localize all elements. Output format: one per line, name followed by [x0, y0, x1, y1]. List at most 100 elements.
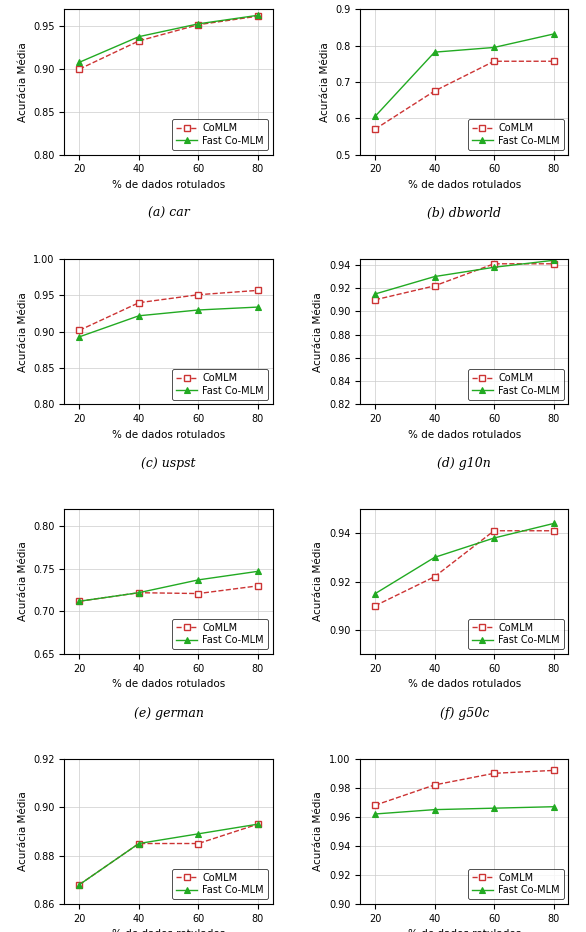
- Line: CoMLM: CoMLM: [76, 13, 261, 73]
- CoMLM: [550, 525, 557, 536]
- X-axis label: % de dados rotulados: % de dados rotulados: [408, 430, 521, 440]
- CoMLM: [195, 289, 202, 300]
- Fast Co-MLM: [195, 305, 202, 316]
- Text: (b) dbworld: (b) dbworld: [427, 207, 501, 220]
- CoMLM: [195, 20, 202, 31]
- Fast Co-MLM: [76, 596, 83, 607]
- Fast Co-MLM: [550, 254, 557, 266]
- Fast Co-MLM: [490, 262, 498, 273]
- X-axis label: % de dados rotulados: % de dados rotulados: [112, 180, 225, 190]
- CoMLM: [76, 63, 83, 75]
- Fast Co-MLM: [135, 31, 142, 42]
- Text: (e) german: (e) german: [134, 706, 203, 720]
- Legend: CoMLM, Fast Co-MLM: CoMLM, Fast Co-MLM: [172, 119, 268, 150]
- CoMLM: [135, 838, 142, 849]
- Fast Co-MLM: [431, 552, 438, 563]
- Legend: CoMLM, Fast Co-MLM: CoMLM, Fast Co-MLM: [172, 619, 268, 650]
- Y-axis label: Acurácia Média: Acurácia Média: [18, 541, 28, 622]
- Line: CoMLM: CoMLM: [76, 287, 261, 334]
- CoMLM: [490, 768, 498, 779]
- CoMLM: [490, 525, 498, 536]
- CoMLM: [431, 571, 438, 582]
- Fast Co-MLM: [76, 57, 83, 68]
- Fast Co-MLM: [135, 310, 142, 322]
- Legend: CoMLM, Fast Co-MLM: CoMLM, Fast Co-MLM: [468, 119, 564, 150]
- Legend: CoMLM, Fast Co-MLM: CoMLM, Fast Co-MLM: [468, 369, 564, 400]
- Line: Fast Co-MLM: Fast Co-MLM: [372, 803, 557, 817]
- CoMLM: [431, 281, 438, 292]
- Y-axis label: Acurácia Média: Acurácia Média: [314, 791, 323, 871]
- CoMLM: [490, 258, 498, 269]
- Legend: CoMLM, Fast Co-MLM: CoMLM, Fast Co-MLM: [172, 369, 268, 400]
- Line: Fast Co-MLM: Fast Co-MLM: [76, 568, 261, 605]
- Line: Fast Co-MLM: Fast Co-MLM: [372, 520, 557, 597]
- Legend: CoMLM, Fast Co-MLM: CoMLM, Fast Co-MLM: [468, 869, 564, 899]
- Legend: CoMLM, Fast Co-MLM: CoMLM, Fast Co-MLM: [468, 619, 564, 650]
- Fast Co-MLM: [195, 574, 202, 585]
- CoMLM: [550, 56, 557, 67]
- CoMLM: [372, 800, 379, 811]
- CoMLM: [550, 765, 557, 776]
- Fast Co-MLM: [372, 808, 379, 819]
- CoMLM: [372, 600, 379, 611]
- X-axis label: % de dados rotulados: % de dados rotulados: [112, 929, 225, 932]
- CoMLM: [76, 324, 83, 336]
- Fast Co-MLM: [372, 288, 379, 299]
- Y-axis label: Acurácia Média: Acurácia Média: [314, 292, 323, 372]
- Text: (f) g50c: (f) g50c: [440, 706, 489, 720]
- Fast Co-MLM: [550, 28, 557, 39]
- Text: (d) g10n: (d) g10n: [437, 457, 491, 470]
- CoMLM: [372, 295, 379, 306]
- Line: CoMLM: CoMLM: [76, 582, 261, 604]
- X-axis label: % de dados rotulados: % de dados rotulados: [408, 929, 521, 932]
- X-axis label: % de dados rotulados: % de dados rotulados: [408, 180, 521, 190]
- Fast Co-MLM: [76, 331, 83, 342]
- CoMLM: [135, 35, 142, 47]
- Line: Fast Co-MLM: Fast Co-MLM: [76, 12, 261, 66]
- CoMLM: [550, 258, 557, 269]
- CoMLM: [135, 587, 142, 598]
- Line: CoMLM: CoMLM: [372, 528, 557, 609]
- CoMLM: [372, 124, 379, 135]
- Line: Fast Co-MLM: Fast Co-MLM: [372, 31, 557, 120]
- Fast Co-MLM: [490, 42, 498, 53]
- CoMLM: [254, 818, 261, 829]
- Fast Co-MLM: [431, 804, 438, 816]
- CoMLM: [254, 581, 261, 592]
- CoMLM: [431, 86, 438, 97]
- Fast Co-MLM: [372, 588, 379, 599]
- Y-axis label: Acurácia Média: Acurácia Média: [314, 541, 323, 622]
- Line: CoMLM: CoMLM: [372, 58, 557, 132]
- Line: CoMLM: CoMLM: [372, 261, 557, 303]
- Fast Co-MLM: [254, 9, 261, 21]
- Fast Co-MLM: [195, 829, 202, 840]
- Fast Co-MLM: [431, 271, 438, 282]
- Y-axis label: Acurácia Média: Acurácia Média: [18, 42, 28, 122]
- CoMLM: [254, 10, 261, 21]
- Fast Co-MLM: [135, 587, 142, 598]
- Y-axis label: Acurácia Média: Acurácia Média: [18, 292, 28, 372]
- Fast Co-MLM: [254, 818, 261, 829]
- CoMLM: [195, 588, 202, 599]
- Fast Co-MLM: [372, 111, 379, 122]
- CoMLM: [431, 779, 438, 790]
- Line: Fast Co-MLM: Fast Co-MLM: [76, 821, 261, 888]
- CoMLM: [195, 838, 202, 849]
- Fast Co-MLM: [135, 838, 142, 849]
- X-axis label: % de dados rotulados: % de dados rotulados: [112, 430, 225, 440]
- Fast Co-MLM: [195, 19, 202, 30]
- CoMLM: [76, 879, 83, 890]
- Line: CoMLM: CoMLM: [372, 767, 557, 808]
- Y-axis label: Acurácia Média: Acurácia Média: [18, 791, 28, 871]
- CoMLM: [76, 596, 83, 607]
- CoMLM: [135, 297, 142, 308]
- Fast Co-MLM: [254, 566, 261, 577]
- Fast Co-MLM: [254, 301, 261, 312]
- Fast Co-MLM: [76, 879, 83, 890]
- Fast Co-MLM: [550, 802, 557, 813]
- Legend: CoMLM, Fast Co-MLM: CoMLM, Fast Co-MLM: [172, 869, 268, 899]
- Fast Co-MLM: [431, 47, 438, 58]
- Fast Co-MLM: [550, 518, 557, 529]
- Y-axis label: Acurácia Média: Acurácia Média: [319, 42, 329, 122]
- Line: Fast Co-MLM: Fast Co-MLM: [76, 304, 261, 340]
